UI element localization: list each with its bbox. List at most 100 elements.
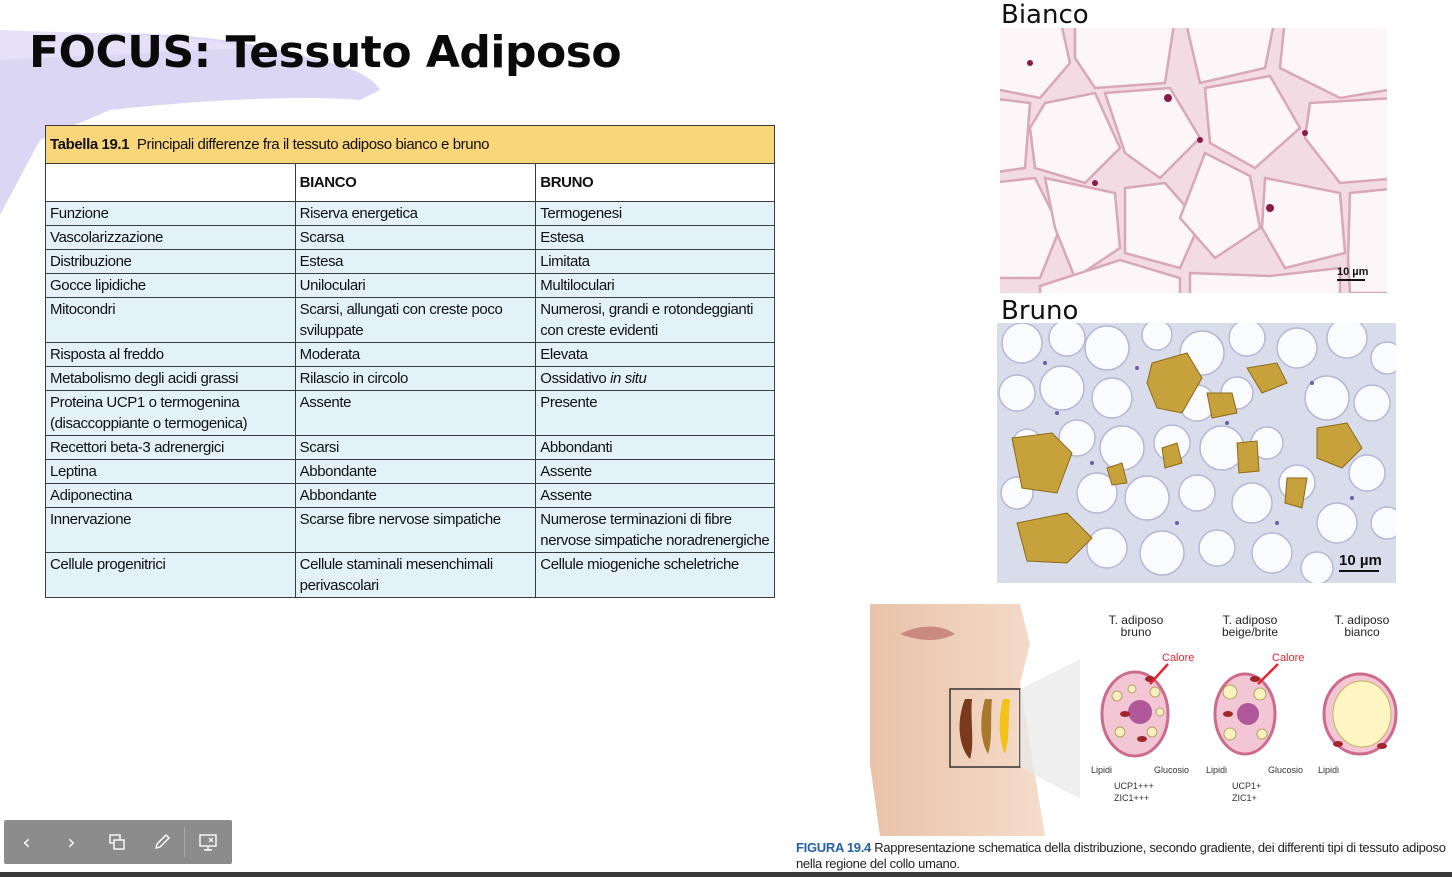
bianco-cell: Scarsi, allungati con creste poco svilup… <box>294 297 537 343</box>
bruno-cell: Numerose terminazioni di fibre nervose s… <box>535 507 775 553</box>
bruno-cell: Multiloculari <box>535 273 775 298</box>
bianco-cell: Estesa <box>294 249 537 274</box>
fig-marker-zic1-bruno: ZIC1+++ <box>1114 793 1150 803</box>
table-row: Adiponectina Abbondante Assente <box>45 483 775 508</box>
fig-glucosio-2: Glucosio <box>1268 765 1304 775</box>
bruno-cell: Estesa <box>535 225 775 250</box>
brown-scale-text: 10 µm <box>1339 552 1382 569</box>
brown-tissue-label: Bruno <box>1001 296 1079 326</box>
table-row: Vascolarizzazione Scarsa Estesa <box>45 225 775 250</box>
presentation-toolbar: ‹ › <box>4 820 232 864</box>
table-row: Funzione Riserva energetica Termogenesi <box>45 201 775 226</box>
bianco-cell: Assente <box>294 390 537 436</box>
fig-heat-2: Calore <box>1272 652 1305 664</box>
bianco-cell: Uniloculari <box>294 273 537 298</box>
table-row: Leptina Abbondante Assente <box>45 459 775 484</box>
fig-col-bruno: T. adiposo bruno <box>1108 613 1164 639</box>
table-caption-row: Tabella 19.1 Principali differenze fra i… <box>45 125 775 164</box>
slides-icon <box>108 834 125 850</box>
row-label-cell: Cellule progenitrici <box>45 552 296 598</box>
slide-title: FOCUS: Tessuto Adiposo <box>29 27 622 78</box>
fig-col-bianco: T. adiposo bianco <box>1334 613 1390 639</box>
white-tissue-label: Bianco <box>1001 0 1089 30</box>
bruno-cell: Cellule miogeniche scheletriche <box>535 552 775 598</box>
table-row: Distribuzione Estesa Limitata <box>45 249 775 274</box>
row-label-cell: Leptina <box>45 459 296 484</box>
fig-heat-1: Calore <box>1162 652 1195 664</box>
table-row: Cellule progenitrici Cellule staminali me… <box>45 552 775 598</box>
header-cell: BRUNO <box>535 163 775 202</box>
pen-tool-button[interactable] <box>139 820 184 864</box>
fig-col-beige: T. adiposo beige/brite <box>1221 613 1279 639</box>
presenter-icon <box>198 834 217 851</box>
table-caption-text: Principali differenze fra il tessuto adi… <box>136 136 490 153</box>
title-brush-decoration <box>0 0 390 215</box>
bianco-cell: Abbondante <box>294 459 537 484</box>
brown-adipose-micrograph: 10 µm <box>997 323 1396 583</box>
table-row: Mitocondri Scarsi, allungati con creste p… <box>45 297 775 343</box>
presenter-view-button[interactable] <box>185 820 230 864</box>
pen-icon <box>154 834 170 849</box>
brown-scale-bar: 10 µm <box>1339 552 1382 572</box>
row-label-cell: Risposta al freddo <box>45 342 296 367</box>
bianco-cell: Cellule staminali mesenchimali perivasco… <box>294 552 537 598</box>
row-label-cell: Recettori beta-3 adrenergici <box>45 435 296 460</box>
bruno-cell: Assente <box>535 459 775 484</box>
header-cell <box>45 163 296 202</box>
bruno-cell: Elevata <box>535 342 775 367</box>
bianco-cell: Riserva energetica <box>294 201 537 226</box>
bruno-cell: Limitata <box>535 249 775 274</box>
slide-overview-button[interactable] <box>94 820 139 864</box>
chevron-right-icon: › <box>67 830 76 854</box>
bruno-cell: Abbondanti <box>535 435 775 460</box>
next-slide-button[interactable]: › <box>49 820 94 864</box>
toolbar-divider <box>184 827 185 857</box>
figure-caption: FIGURA 19.4 Rappresentazione schematica … <box>796 840 1452 872</box>
row-label-cell: Proteina UCP1 o termogenina (disaccoppia… <box>45 390 296 436</box>
white-scale-bar: 10 µm <box>1337 266 1368 281</box>
table-row: Risposta al freddo Moderata Elevata <box>45 342 775 367</box>
figure-caption-text: Rappresentazione schematica della distri… <box>796 840 1446 871</box>
fig-glucosio-1: Glucosio <box>1154 765 1190 775</box>
figure-caption-label: FIGURA 19.4 <box>796 840 871 855</box>
table-row: Gocce lipidiche Uniloculari Multiloculari <box>45 273 775 298</box>
bianco-cell: Moderata <box>294 342 537 367</box>
row-label-cell: Innervazione <box>45 507 296 553</box>
table-caption-number: Tabella 19.1 <box>50 136 130 153</box>
bianco-cell: Abbondante <box>294 483 537 508</box>
table-row: Innervazione Scarse fibre nervose simpati… <box>45 507 775 553</box>
header-cell: BIANCO <box>294 163 537 202</box>
fig-lipidi-2: Lipidi <box>1206 765 1228 775</box>
bianco-cell: Scarsi <box>294 435 537 460</box>
white-adipose-micrograph: 10 µm <box>1000 28 1387 293</box>
chevron-left-icon: ‹ <box>22 830 31 854</box>
previous-slide-button[interactable]: ‹ <box>4 820 49 864</box>
table-row: Metabolismo degli acidi grassi Rilascio i… <box>45 366 775 391</box>
fig-lipidi-1: Lipidi <box>1091 765 1113 775</box>
row-label-cell: Funzione <box>45 201 296 226</box>
row-label-cell: Distribuzione <box>45 249 296 274</box>
row-label-cell: Adiponectina <box>45 483 296 508</box>
table-caption: Tabella 19.1 Principali differenze fra i… <box>45 125 775 164</box>
bianco-cell: Rilascio in circolo <box>294 366 537 391</box>
bruno-cell: Ossidativo in situ <box>535 366 775 391</box>
slide-bottom-border <box>0 872 1452 877</box>
bruno-cell: Numerosi, grandi e rotondeggianti con cr… <box>535 297 775 343</box>
bruno-cell: Termogenesi <box>535 201 775 226</box>
row-label-cell: Vascolarizzazione <box>45 225 296 250</box>
row-label-cell: Gocce lipidiche <box>45 273 296 298</box>
table-header-row: BIANCO BRUNO <box>45 163 775 202</box>
bruno-cell: Assente <box>535 483 775 508</box>
fig-marker-ucp1-beige: UCP1+ <box>1232 781 1262 791</box>
fig-lipidi-3: Lipidi <box>1318 765 1340 775</box>
neck-illustration <box>870 604 1398 836</box>
table-row: Proteina UCP1 o termogenina (disaccoppia… <box>45 390 775 436</box>
bruno-cell: Presente <box>535 390 775 436</box>
row-label-cell: Metabolismo degli acidi grassi <box>45 366 296 391</box>
fig-marker-zic1-beige: ZIC1+ <box>1232 793 1257 803</box>
comparison-table: Tabella 19.1 Principali differenze fra i… <box>45 125 775 598</box>
white-scale-text: 10 µm <box>1337 266 1369 278</box>
row-label-cell: Mitocondri <box>45 297 296 343</box>
bianco-cell: Scarse fibre nervose simpatiche <box>294 507 537 553</box>
neck-adipose-figure: T. adiposo bruno T. adiposo beige/brite … <box>870 604 1450 836</box>
